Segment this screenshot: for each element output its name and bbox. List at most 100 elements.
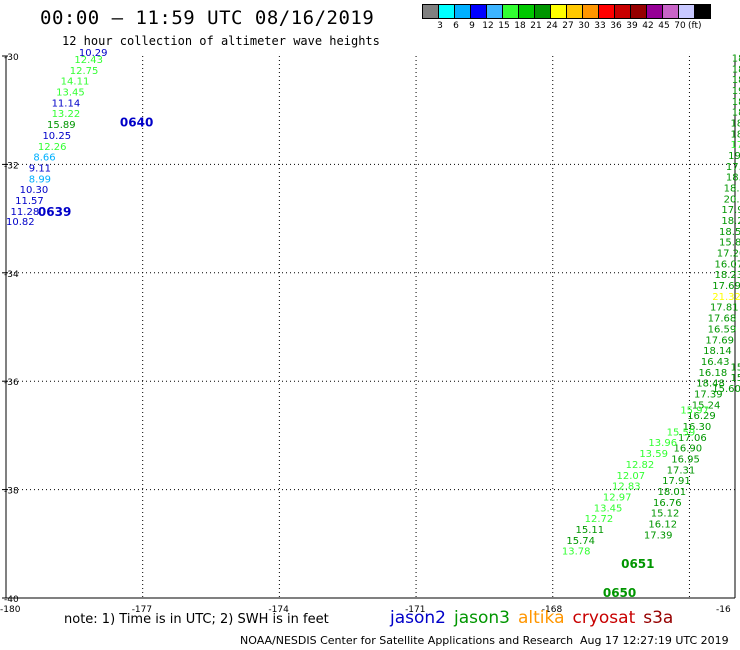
wave-height-label: 15.97	[680, 406, 709, 417]
wave-height-label: 11.57	[15, 196, 44, 207]
wave-height-label: 14.11	[61, 77, 90, 88]
track-time-label: 0650	[603, 586, 636, 600]
wave-height-label: 12.26	[38, 142, 67, 153]
wave-height-label: 18.01	[658, 487, 687, 498]
wave-height-label: 21.32	[712, 292, 740, 303]
legend-tick: 70	[674, 21, 686, 31]
satellite-legend: jason2 jason3 altika cryosat s3a	[390, 608, 681, 628]
lon-label: -16	[716, 605, 731, 615]
wave-height-label: 11.28	[11, 207, 40, 218]
lon-label: -171	[405, 605, 425, 615]
legend-tick: 18	[514, 21, 526, 31]
satellite-s3a: s3a	[643, 608, 674, 628]
wave-height-label: 17.69	[705, 335, 734, 346]
wave-height-label: 18.	[730, 118, 740, 129]
lon-label: -168	[542, 605, 563, 615]
legend-swatch	[694, 4, 711, 19]
wave-height-label: 8.66	[33, 153, 55, 164]
satellite-jason2: jason2	[390, 608, 446, 628]
wave-height-label: 16.76	[653, 498, 682, 509]
legend-tick: 6	[453, 21, 459, 31]
lon-label: -180	[0, 605, 21, 615]
wave-height-label: 18	[732, 75, 740, 86]
wave-height-label: 17.3	[726, 162, 740, 173]
wave-height-label: 18.	[732, 108, 740, 119]
legend-tick: 12	[482, 21, 494, 31]
wave-height-label: 16.29	[687, 411, 716, 422]
wave-height-label: 18	[732, 64, 740, 75]
credit-line: NOAA/NESDIS Center for Satellite Applica…	[240, 634, 574, 647]
legend-tick: 27	[562, 21, 574, 31]
legend-tick: 33	[594, 21, 606, 31]
lat-label: -36	[4, 378, 19, 388]
wave-height-label: 15.11	[576, 525, 605, 536]
legend-tick: 3	[437, 21, 443, 31]
legend-labels: (ft) 3 6 9 12 15 18 21 24 27 30 33 36 39 42 45 70	[422, 21, 710, 33]
legend-tick: 9	[469, 21, 475, 31]
wave-height-label: 18.	[730, 129, 740, 140]
wave-height-label: 20.0	[724, 194, 740, 205]
legend-tick: 45	[658, 21, 670, 31]
wave-height-label: 16.18	[699, 368, 728, 379]
wave-height-label: 18	[732, 53, 740, 64]
satellite-cryosat: cryosat	[572, 608, 636, 628]
color-legend: (ft) 3 6 9 12 15 18 21 24 27 30 33 36 39 42 45 70	[422, 4, 711, 33]
wave-height-label: 13.78	[562, 547, 591, 558]
wave-height-label: 8.99	[29, 174, 51, 185]
lon-label: -177	[132, 605, 152, 615]
satellite-altika: altika	[518, 608, 565, 628]
wave-height-label: 16.90	[673, 444, 702, 455]
track-layer: 10.2912.4312.7514.1113.4511.1413.2215.89…	[6, 48, 740, 600]
wave-height-label: 15.16	[730, 373, 740, 384]
wave-height-label: 16.95	[671, 455, 700, 466]
wave-height-label: 15.60	[712, 384, 740, 395]
legend-tick: 21	[530, 21, 542, 31]
wave-height-label: 15.74	[566, 536, 595, 547]
wave-height-label: 12.72	[585, 514, 614, 525]
wave-height-label: 12.43	[74, 55, 103, 66]
wave-height-label: 18.20	[721, 216, 740, 227]
legend-tick: 15	[498, 21, 510, 31]
map-axis-labels: -30 -32 -34 -36 -38 -40-180 -177 -174 -171 -168 -1…	[0, 53, 731, 615]
wave-height-label: 15.12	[651, 509, 680, 520]
wave-height-label: 17.31	[667, 465, 696, 476]
wave-height-label: 15.59	[667, 427, 696, 438]
wave-height-label: 11.14	[52, 98, 81, 109]
legend-tick: 42	[642, 21, 654, 31]
wave-height-label: 18.48	[696, 379, 725, 390]
wave-height-label: 18.51	[719, 227, 740, 238]
wave-height-label: 13.22	[52, 109, 81, 120]
wave-height-label: 17.20	[717, 249, 740, 260]
wave-height-label: 17.68	[708, 314, 737, 325]
wave-height-label: 12.07	[617, 471, 646, 482]
wave-height-label: 19	[732, 86, 740, 97]
wave-height-label: 10.82	[6, 217, 35, 228]
legend-tick: 24	[546, 21, 558, 31]
wave-height-label: 19.0	[728, 151, 740, 162]
legend-swatches	[422, 4, 711, 19]
wave-height-label: 18	[732, 97, 740, 108]
lat-label: -30	[4, 53, 19, 63]
wave-height-label: 17.06	[678, 433, 707, 444]
legend-tick: 30	[578, 21, 590, 31]
wave-height-label: 18.1	[726, 173, 740, 184]
generated-timestamp: Aug 17 12:27:19 UTC 2019	[580, 634, 729, 647]
page-title: 00:00 – 11:59 UTC 08/16/2019	[40, 7, 375, 29]
lat-label: -34	[4, 270, 19, 280]
track-jason3-east: 181818191818.18.18.17.19.017.318.118.820…	[603, 53, 740, 599]
wave-height-label: 13.59	[639, 449, 668, 460]
footnote: note: 1) Time is in UTC; 2) SWH is in fe…	[64, 612, 329, 627]
wave-height-label: 16.07	[714, 259, 740, 270]
track-time-label: 0640	[120, 115, 153, 129]
lon-label: -174	[268, 605, 289, 615]
wave-height-label: 10.30	[20, 185, 49, 196]
track-jason2-west: 10.2912.4312.7514.1113.4511.1413.2215.89…	[6, 48, 153, 228]
lat-label: -40	[4, 595, 19, 605]
wave-height-label: 13.45	[594, 503, 623, 514]
wave-height-label: 12.97	[603, 492, 632, 503]
wave-height-label: 9.11	[29, 163, 51, 174]
wave-height-label: 17.81	[710, 303, 739, 314]
wave-height-label: 17.39	[644, 530, 673, 541]
